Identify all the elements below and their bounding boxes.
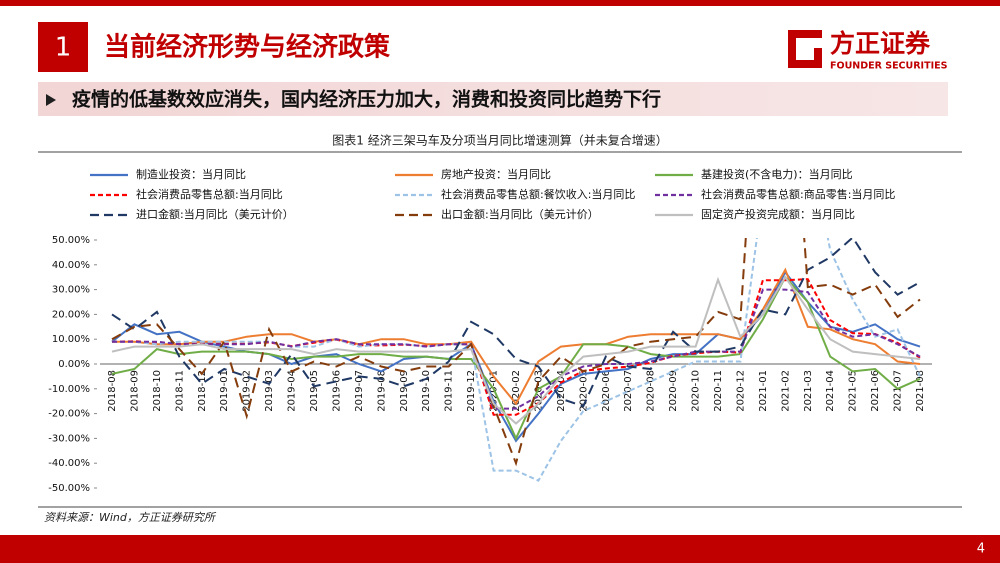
source-note: 资料来源：Wind，方正证券研究所 — [44, 511, 217, 524]
chart-title: 图表1 经济三架马车及分项当月同比增速测算（并未复合增速） — [332, 133, 667, 148]
legend-label: 制造业投资：当月同比 — [136, 167, 246, 181]
x-tick-label: 2020-05 — [578, 370, 589, 412]
x-tick-label: 2021-08 — [915, 370, 926, 412]
x-tick-label: 2021-06 — [870, 370, 881, 412]
y-tick-label: 40.00% — [52, 260, 90, 271]
series-line — [111, 275, 921, 425]
x-tick-label: 2019-03 — [264, 370, 275, 412]
legend-label: 固定资产投资完成额：当月同比 — [701, 207, 855, 221]
y-tick-label: 10.00% — [52, 334, 90, 345]
y-tick-label: -50.00% — [48, 483, 90, 494]
x-tick-label: 2019-07 — [354, 370, 365, 412]
x-tick-label: 2021-04 — [825, 370, 836, 412]
x-tick-label: 2018-08 — [107, 370, 118, 412]
x-tick-label: 2019-09 — [399, 370, 410, 412]
y-tick-label: -10.00% — [48, 384, 90, 395]
series-line — [112, 238, 921, 482]
x-tick-label: 2020-06 — [601, 370, 612, 412]
bottom-bar — [0, 535, 1000, 563]
series-line — [111, 238, 921, 467]
x-tick-label: 2019-02 — [242, 370, 253, 412]
x-tick-label: 2021-02 — [780, 370, 791, 412]
legend-label: 基建投资(不含电力)：当月同比 — [701, 167, 853, 181]
x-tick-label: 2021-05 — [848, 370, 859, 412]
y-tick-label: 30.00% — [52, 285, 90, 296]
top-bar — [0, 0, 1000, 6]
x-tick-label: 2020-12 — [735, 370, 746, 412]
x-tick-label: 2020-04 — [556, 370, 567, 412]
legend-label: 出口金额:当月同比（美元计价） — [441, 207, 599, 221]
x-tick-label: 2019-05 — [309, 370, 320, 412]
x-tick-label: 2019-06 — [331, 370, 342, 412]
x-tick-label: 2021-01 — [758, 370, 769, 412]
legend-label: 社会消费品零售总额:商品零售:当月同比 — [701, 187, 895, 201]
x-tick-label: 2020-11 — [713, 370, 724, 412]
series-line — [111, 238, 921, 408]
page-number: 4 — [977, 542, 985, 557]
y-tick-label: 20.00% — [52, 309, 90, 320]
slide-title: 当前经济形势与经济政策 — [104, 32, 390, 63]
x-tick-label: 2019-08 — [376, 370, 387, 412]
logo-name: 方正证券 — [830, 29, 931, 58]
y-tick-label: 50.00% — [52, 235, 90, 246]
logo-icon — [788, 30, 822, 68]
x-tick-label: 2021-03 — [803, 370, 814, 412]
x-tick-label: 2019-01 — [219, 370, 230, 412]
x-tick-label: 2020-02 — [511, 370, 522, 412]
x-tick-label: 2019-10 — [421, 370, 432, 412]
y-tick-label: 0.00% — [58, 359, 90, 370]
series-line — [111, 278, 921, 416]
logo: 方正证券 FOUNDER SECURITIES — [788, 29, 948, 72]
series-line — [112, 267, 921, 406]
x-tick-label: 2018-10 — [152, 370, 163, 412]
series-line — [112, 288, 921, 410]
y-tick-label: -20.00% — [48, 409, 90, 420]
x-tick-label: 2020-08 — [646, 370, 657, 412]
x-tick-label: 2020-09 — [668, 370, 679, 412]
chart: 50.00% 40.00% 30.00% 20.00% 10.00% 0.00% -10.0… — [48, 167, 932, 494]
x-tick-label: 2018-11 — [174, 370, 185, 412]
section-box — [38, 22, 88, 72]
y-tick-label: -40.00% — [48, 458, 90, 469]
legend-label: 社会消费品零售总额:当月同比 — [136, 187, 283, 201]
x-tick-label: 2018-09 — [129, 370, 140, 412]
legend-label: 社会消费品零售总额:餐饮收入:当月同比 — [441, 187, 635, 201]
legend-label: 房地产投资：当月同比 — [441, 167, 551, 181]
logo-subtitle: FOUNDER SECURITIES — [830, 61, 948, 72]
bullet-icon — [46, 94, 56, 106]
x-tick-label: 2019-04 — [287, 370, 298, 412]
x-tick-label: 2020-07 — [623, 370, 634, 412]
bullet-text: 疫情的低基数效应消失，国内经济压力加大，消费和投资同比趋势下行 — [72, 88, 661, 111]
bullet-bar — [38, 82, 948, 116]
legend-label: 进口金额:当月同比（美元计价） — [136, 207, 294, 221]
y-tick-label: -30.00% — [48, 433, 90, 444]
x-tick-label: 2019-11 — [444, 370, 455, 412]
x-tick-label: 2018-12 — [197, 370, 208, 412]
x-tick-label: 2021-07 — [893, 370, 904, 412]
x-tick-label: 2020-10 — [691, 370, 702, 412]
x-tick-label: 2020-03 — [533, 370, 544, 412]
x-tick-label: 2019-12 — [466, 370, 477, 412]
section-number: 1 — [55, 33, 72, 63]
